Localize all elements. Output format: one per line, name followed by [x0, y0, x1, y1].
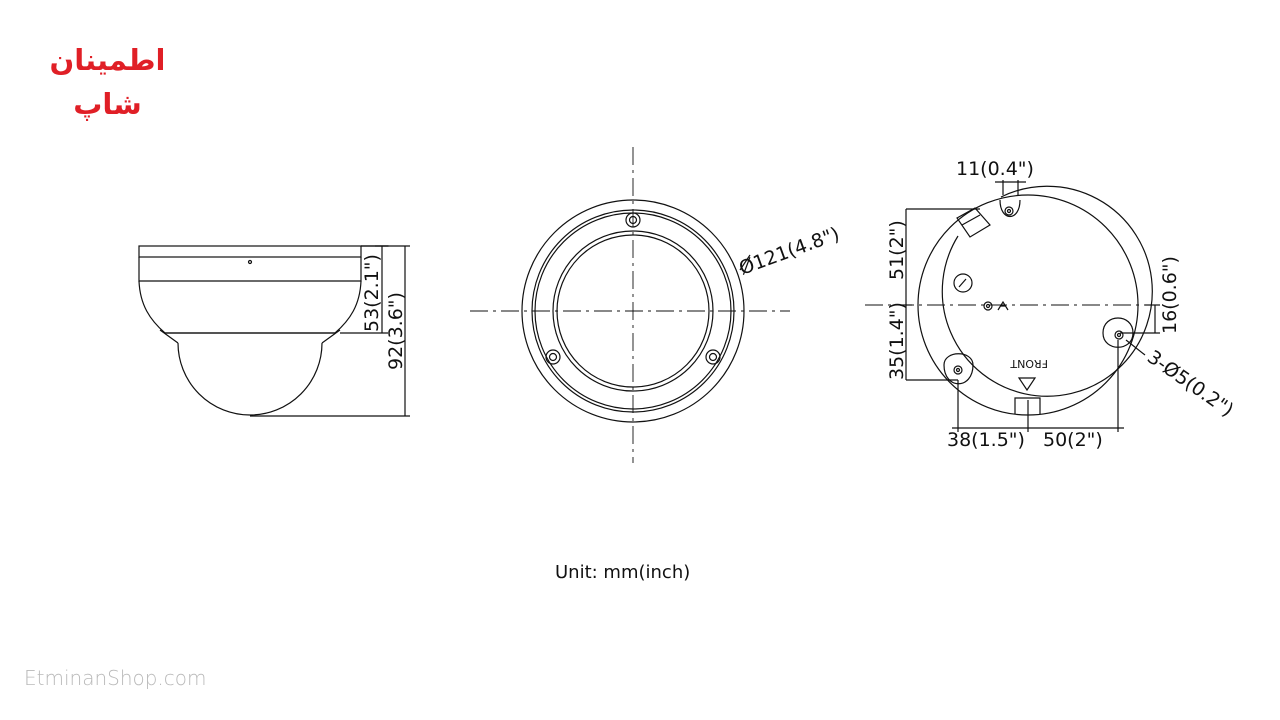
side-view-indicator: [247, 259, 253, 265]
base-view: [865, 180, 1160, 432]
base-view-bottom-notch: [1014, 397, 1041, 414]
side-height-inner-label: 53(2.1"): [361, 254, 383, 332]
side-view-housing: [138, 257, 362, 282]
front-view: [470, 147, 790, 463]
front-view-dome: [556, 234, 710, 388]
base-front-mark: FRONT: [1010, 357, 1048, 370]
base-holes-label: 3-Ø5(0.2"): [1143, 346, 1237, 421]
side-view-top-cap: [138, 245, 362, 258]
side-view-body-curve: [138, 280, 362, 334]
hole-leader: [1125, 339, 1146, 356]
side-view-dome: [177, 342, 323, 416]
front-view-screw-top: [625, 212, 641, 228]
base-right-offset-label: 16(0.6"): [1159, 256, 1181, 334]
front-view-screw-left: [545, 349, 561, 365]
base-bottom-right-label: 50(2"): [1043, 429, 1103, 451]
diameter-leader: [739, 254, 751, 271]
side-height-total-label: 92(3.6"): [385, 292, 407, 370]
watermark: EtminanShop.com: [24, 666, 207, 690]
base-view-center-screw: [983, 301, 993, 311]
base-view-cable-exit: [956, 207, 991, 238]
brand-logo: اطمینان شاپ: [49, 43, 166, 121]
base-view-front-arrow: [1017, 377, 1037, 392]
front-view-outer-ring: [521, 199, 745, 423]
base-view-reset-hole: [953, 273, 973, 293]
unit-label: Unit: mm(inch): [555, 562, 691, 583]
base-view-slot-top: [999, 199, 1021, 218]
base-left-upper-label: 51(2"): [886, 220, 908, 280]
side-view: [138, 245, 410, 417]
base-top-offset-label: 11(0.4"): [956, 158, 1034, 180]
front-view-trim-ring: [531, 209, 735, 413]
base-left-lower-label: 35(1.4"): [886, 302, 908, 380]
front-view-screw-right: [705, 349, 721, 365]
base-bottom-left-label: 38(1.5"): [947, 429, 1025, 451]
front-diameter-label: Ø121(4.8"): [736, 223, 842, 280]
